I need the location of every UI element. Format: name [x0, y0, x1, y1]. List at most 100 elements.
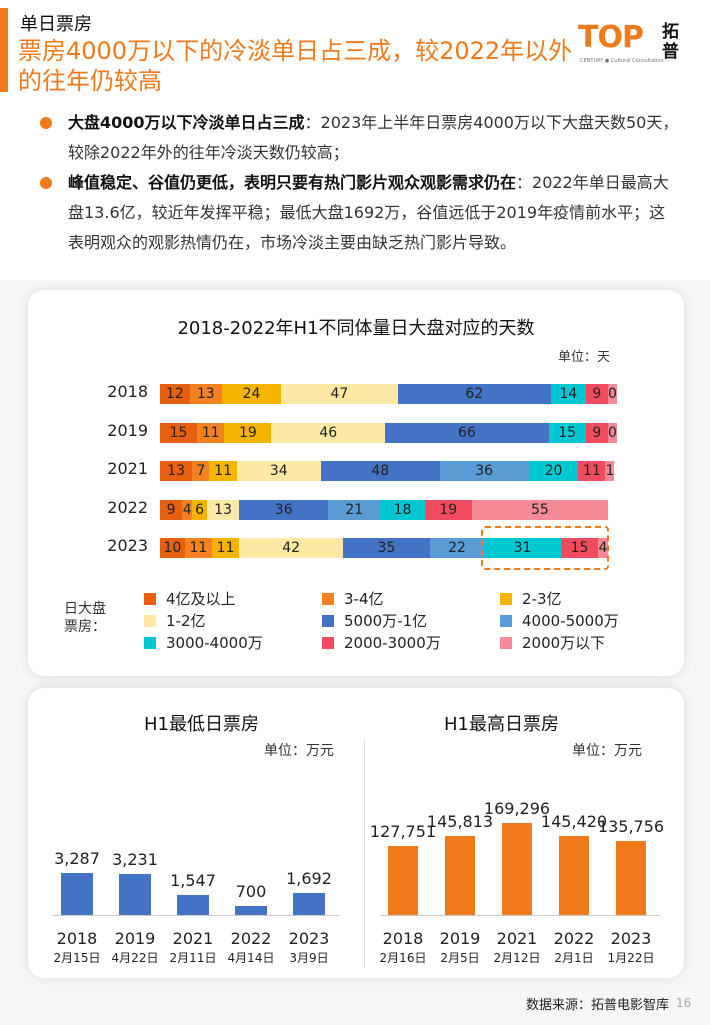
row-label-2021: 2021 — [107, 459, 148, 478]
legend-item: 3-4亿 — [322, 588, 500, 609]
bar-2018 — [61, 873, 93, 915]
baseline — [380, 915, 661, 916]
segment-2023-7: 15 — [560, 538, 599, 558]
min-chart-unit: 单位：万元 — [264, 743, 334, 759]
row-label-2023: 2023 — [107, 536, 148, 555]
section-label: 单日票房 — [20, 14, 92, 35]
legend-swatch — [144, 614, 156, 627]
bullet-list: 大盘4000万以下冷淡单日占三成：2023年上半年日票房4000万以下大盘天数5… — [40, 108, 680, 258]
bar-2022 — [235, 906, 267, 915]
segment-2021-2: 11 — [209, 461, 237, 481]
segment-2021-8: 1 — [605, 461, 615, 481]
highlight-box — [481, 526, 609, 570]
segment-2019-6: 15 — [548, 423, 586, 443]
chart-unit: 单位：天 — [558, 350, 611, 365]
segment-2022-0: 9 — [160, 500, 183, 520]
bar-year-label: 2019 — [439, 929, 481, 948]
row-label-2019: 2019 — [107, 421, 148, 440]
bar-date-label: 4月22日 — [111, 951, 159, 965]
min-chart-title: H1最低日票房 — [144, 714, 259, 735]
legend-item: 3000-4000万 — [144, 632, 322, 653]
segment-2019-7: 9 — [585, 423, 608, 443]
segment-2018-6: 14 — [551, 384, 586, 404]
bullet-item: 峰值稳定、谷值仍更低，表明只要有热门影片观众观影需求仍在：2022年单日最高大盘… — [40, 168, 680, 258]
legend-label: 4000-5000万 — [522, 612, 619, 630]
legend-label: 4亿及以上 — [166, 590, 236, 608]
bar-year-label: 2021 — [172, 929, 214, 948]
bar-year-label: 2019 — [114, 929, 156, 948]
bar-value-label: 135,756 — [597, 817, 665, 837]
bar-year-label: 2022 — [230, 929, 272, 948]
logo-subtitle: CENTURY ● Cultural Consultation — [580, 58, 664, 64]
bullet-dot — [40, 177, 52, 189]
segment-2018-0: 12 — [160, 384, 190, 404]
segment-2021-6: 20 — [528, 461, 579, 481]
segment-2023-4: 35 — [343, 538, 430, 558]
segment-2022-6: 18 — [380, 500, 425, 520]
segment-2023-0: 10 — [160, 538, 185, 558]
bar-value-label: 1,692 — [286, 869, 332, 889]
legend-item: 1-2亿 — [144, 610, 322, 631]
bar-2019 — [445, 835, 475, 915]
bar-year-label: 2022 — [553, 929, 595, 948]
legend-label: 1-2亿 — [166, 612, 206, 630]
segment-2021-3: 34 — [236, 461, 321, 481]
legend-swatch — [500, 614, 512, 627]
legend-item: 4000-5000万 — [500, 610, 660, 631]
segment-2021-1: 7 — [192, 461, 210, 481]
segment-2018-2: 24 — [221, 384, 282, 404]
segment-2021-4: 48 — [320, 461, 440, 481]
divider — [364, 740, 365, 968]
segment-2023-3: 42 — [239, 538, 344, 558]
segment-2018-7: 9 — [585, 384, 608, 404]
bar-value-label: 169,296 — [483, 799, 551, 818]
segment-2021-0: 13 — [160, 461, 193, 481]
segment-2021-7: 11 — [578, 461, 606, 481]
segment-2023-2: 11 — [211, 538, 240, 558]
stack-row-2021: 13 7 11 34 48 36 20 11 1 — [160, 461, 615, 481]
segment-2022-5: 21 — [328, 500, 381, 520]
legend-label: 2-3亿 — [522, 590, 562, 608]
bar-2023 — [293, 893, 325, 915]
segment-2022-8: 55 — [471, 500, 608, 520]
segment-2018-3: 47 — [281, 384, 398, 404]
bar-2022 — [559, 835, 589, 915]
data-source: 数据来源：拓普电影智库 — [526, 998, 670, 1013]
stack-row-2022: 9 4 6 13 36 21 18 19 55 — [160, 500, 608, 520]
bar-2021 — [177, 895, 209, 915]
legend-item: 2-3亿 — [500, 588, 660, 609]
logo-text: TOP — [578, 20, 644, 55]
legend-item: 4亿及以上 — [144, 588, 322, 609]
max-chart-title: H1最高日票房 — [444, 714, 559, 735]
bar-date-label: 2月1日 — [554, 951, 594, 965]
legend-item: 5000万-1亿 — [322, 610, 500, 631]
bar-date-label: 3月9日 — [289, 951, 329, 965]
segment-2022-1: 4 — [182, 500, 193, 520]
bar-year-label: 2021 — [496, 929, 538, 948]
stacked-chart-card: 2018-2022年H1不同体量日大盘对应的天数 单位：天 2018 12 13 24… — [28, 290, 684, 676]
page-number: 16 — [676, 996, 692, 1010]
bar-year-label: 2023 — [610, 929, 652, 948]
legend-label: 2000万以下 — [522, 634, 606, 652]
row-label-2022: 2022 — [107, 498, 148, 517]
segment-2022-2: 6 — [192, 500, 207, 520]
legend: 4亿及以上 3-4亿 2-3亿 1-2亿 5000万-1亿 4000-5000万 3000-… — [144, 588, 664, 653]
bar-value-label: 127,751 — [369, 821, 437, 841]
bar-2018 — [388, 845, 418, 915]
legend-title: 日大盘票房： — [64, 601, 106, 635]
bar-value-label: 145,813 — [426, 811, 494, 831]
legend-swatch — [144, 592, 156, 605]
bullet-dot — [40, 117, 52, 129]
segment-2019-2: 19 — [224, 423, 272, 443]
bar-date-label: 2月5日 — [440, 951, 480, 965]
bullet-text: ：2023年上半年日票房4000万以下大盘天数50天，较除2022年外的往年冷淡… — [68, 113, 679, 162]
legend-label: 5000万-1亿 — [344, 612, 428, 630]
legend-swatch — [144, 636, 156, 649]
bar-date-label: 2月12日 — [493, 951, 541, 965]
legend-swatch — [500, 592, 512, 605]
bar-date-label: 4月14日 — [227, 951, 275, 965]
segment-2022-7: 19 — [424, 500, 472, 520]
segment-2023-6: 31 — [484, 538, 561, 558]
page-headline: 票房4000万以下的冷淡单日占三成，较2022年以外的往年仍较高 — [18, 37, 573, 95]
stack-row-2019: 15 11 19 46 66 15 9 0 — [160, 423, 617, 443]
